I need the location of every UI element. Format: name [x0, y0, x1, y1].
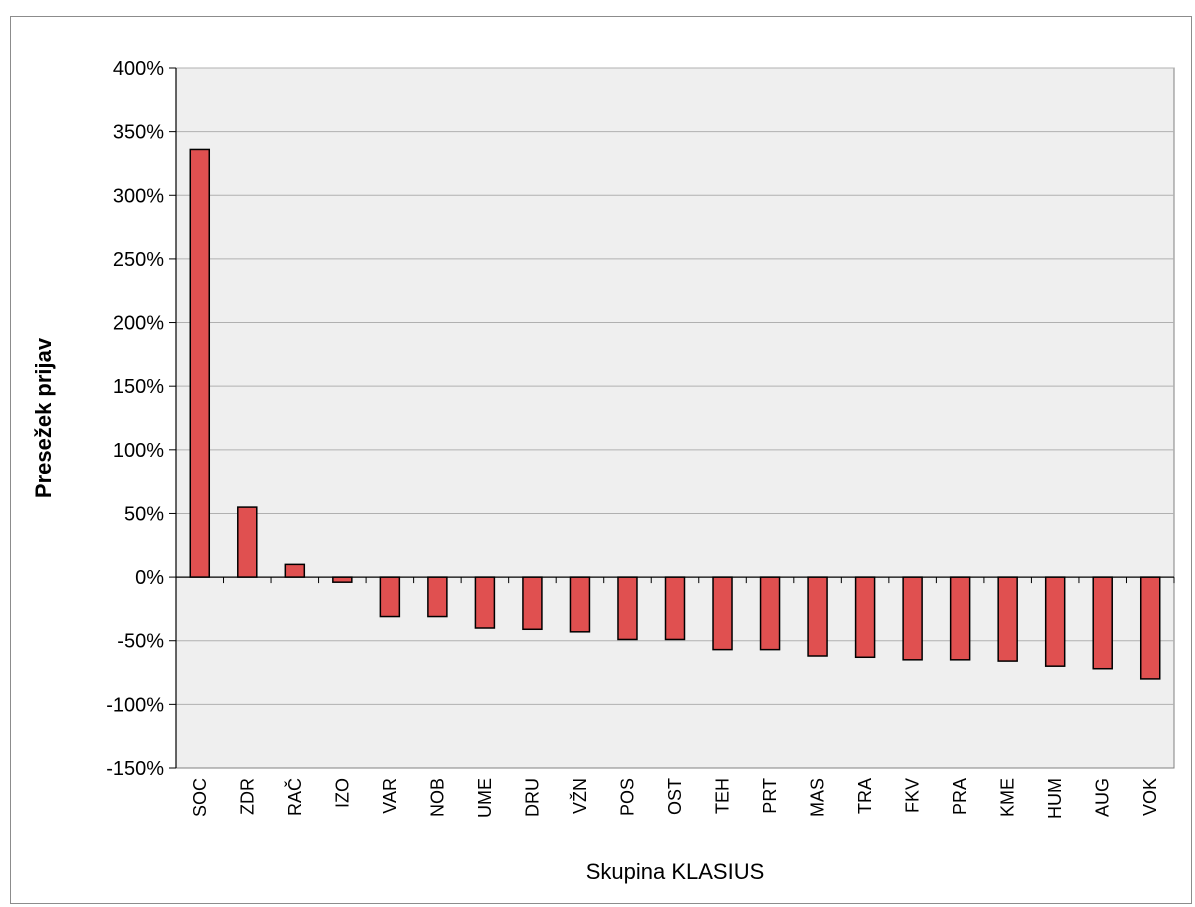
x-category-label: AUG — [1093, 778, 1113, 817]
x-category-label: TRA — [855, 778, 875, 814]
x-category-label: ZDR — [237, 778, 257, 815]
x-category-label: MAS — [808, 778, 828, 817]
y-tick-label: -100% — [106, 694, 164, 716]
bar-var — [379, 576, 401, 618]
bar-pra — [949, 576, 971, 661]
chart-frame: -150% -100% -50% 0% 50% 100% 150% 200% 250% 300% 3… — [10, 16, 1192, 904]
y-axis-title: Presežek prijav — [31, 337, 56, 498]
x-category-label: VOK — [1140, 778, 1160, 816]
bar-chart: -150% -100% -50% 0% 50% 100% 150% 200% 250% 300% 3… — [31, 58, 1175, 884]
y-tick-label: 0% — [135, 567, 164, 589]
bar-mas — [807, 576, 828, 657]
y-tick-label: -150% — [106, 758, 164, 780]
bar-vok — [1139, 576, 1161, 680]
y-tick-label: 50% — [124, 503, 164, 525]
bar-zdr — [237, 506, 258, 578]
y-tick-label: 250% — [113, 249, 164, 271]
y-tick-label: 100% — [113, 440, 164, 462]
x-category-label: SOC — [190, 778, 210, 817]
bar-ost — [664, 576, 686, 641]
bar-fkv — [902, 576, 923, 661]
x-category-label: FKV — [903, 778, 923, 813]
x-category-label: UME — [475, 778, 495, 818]
x-category-label: DRU — [522, 778, 542, 817]
x-axis-category-labels: SOC ZDR RAČ IZO VAR NOB UME DRU VŽN POS OST TEH PRT M… — [190, 778, 1160, 819]
x-category-label: HUM — [1045, 778, 1065, 819]
bar-kme — [997, 576, 1018, 662]
y-tick-label: 300% — [113, 185, 164, 207]
bar-ume — [474, 576, 496, 629]
bar-soc — [189, 148, 211, 578]
y-axis-ticks: -150% -100% -50% 0% 50% 100% 150% 200% 250% 300% 3… — [106, 58, 176, 780]
bar-pos — [617, 576, 638, 641]
bars — [189, 148, 1161, 680]
x-category-label: VAR — [380, 778, 400, 814]
x-category-label: OST — [665, 778, 685, 815]
bar-tra — [854, 576, 876, 659]
plot-area — [175, 67, 1175, 769]
bar-vžn — [569, 576, 591, 633]
x-category-label: POS — [617, 778, 637, 816]
bar-izo — [332, 576, 353, 583]
x-category-label: PRT — [760, 778, 780, 814]
x-category-label: IZO — [332, 778, 352, 808]
bar-prt — [759, 576, 781, 651]
y-tick-label: 200% — [113, 313, 164, 335]
bar-aug — [1092, 576, 1113, 670]
x-axis-ticks — [175, 577, 1175, 584]
bar-nob — [427, 576, 448, 618]
x-axis-title: Skupina KLASIUS — [586, 859, 765, 884]
x-category-label: NOB — [427, 778, 447, 817]
x-category-label: PRA — [950, 778, 970, 815]
bar-dru — [522, 576, 543, 631]
x-category-label: TEH — [713, 778, 733, 814]
bar-rač — [284, 563, 306, 578]
y-tick-label: -50% — [117, 631, 164, 653]
x-category-label: VŽN — [570, 778, 590, 814]
y-tick-label: 350% — [113, 122, 164, 144]
bar-teh — [712, 576, 733, 651]
bar-hum — [1044, 576, 1066, 667]
x-category-label: RAČ — [284, 778, 305, 816]
x-category-label: KME — [998, 778, 1018, 817]
y-tick-label: 400% — [113, 58, 164, 80]
y-tick-label: 150% — [113, 376, 164, 398]
grid-lines — [176, 67, 1174, 705]
